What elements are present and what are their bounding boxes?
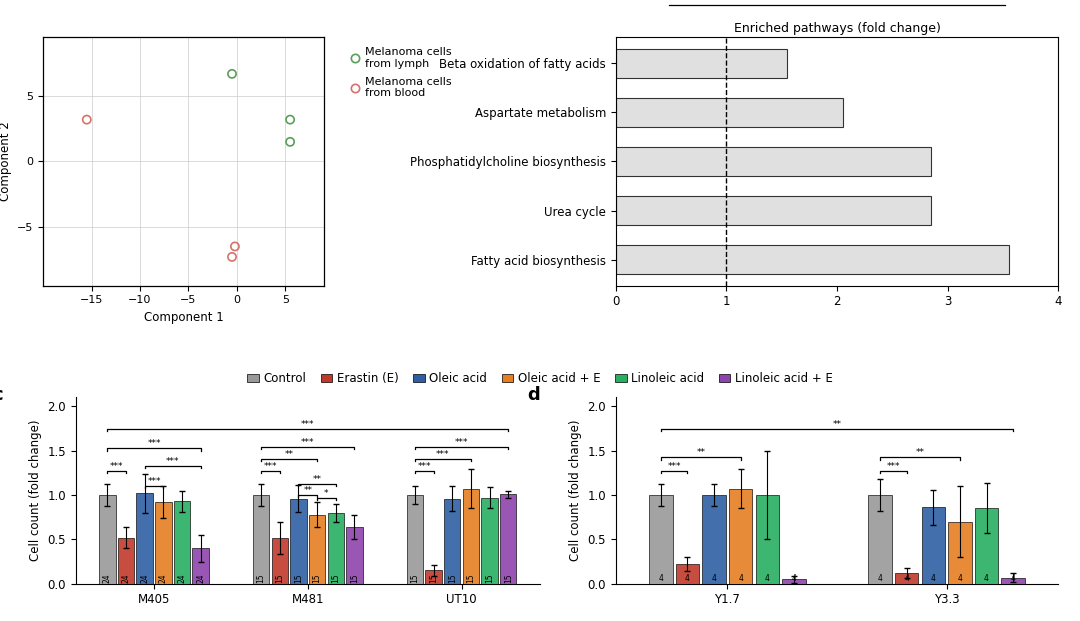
Text: 4: 4: [659, 574, 663, 583]
Bar: [99, 495, 116, 584]
Text: ***: ***: [301, 420, 314, 429]
Text: 15: 15: [448, 573, 457, 583]
Point: [282, 137, 299, 147]
Text: ***: ***: [667, 461, 680, 471]
Text: ***: ***: [455, 438, 469, 446]
X-axis label: Component 1: Component 1: [144, 311, 224, 324]
Bar: [136, 493, 153, 584]
Bar: [327, 513, 345, 584]
Text: **: **: [833, 420, 841, 429]
Bar: [616, 196, 931, 225]
Text: d: d: [527, 386, 540, 404]
Bar: [347, 527, 363, 584]
Text: ***: ***: [147, 440, 161, 448]
Text: **: **: [285, 450, 294, 459]
Text: 4: 4: [739, 574, 743, 583]
Text: 15: 15: [410, 573, 419, 583]
Bar: [616, 48, 787, 78]
Text: 24: 24: [103, 573, 112, 583]
Bar: [271, 538, 288, 584]
Text: 4: 4: [878, 574, 882, 583]
Legend: Melanoma cells
from lymph, Melanoma cells
from blood: Melanoma cells from lymph, Melanoma cell…: [346, 43, 456, 102]
Text: **: **: [916, 448, 924, 457]
Bar: [676, 564, 699, 584]
Bar: [444, 499, 460, 584]
Text: 15: 15: [275, 573, 284, 583]
Bar: [921, 507, 945, 584]
Bar: [756, 495, 779, 584]
Text: ***: ***: [418, 461, 431, 471]
Text: 15: 15: [312, 573, 322, 583]
Text: 4: 4: [685, 574, 690, 583]
Text: ***: ***: [147, 477, 161, 486]
Text: 24: 24: [159, 573, 167, 583]
Text: 15: 15: [257, 573, 266, 583]
Text: 15: 15: [294, 573, 303, 583]
Text: 4: 4: [904, 574, 909, 583]
Y-axis label: Cell count (fold change): Cell count (fold change): [29, 420, 42, 561]
Text: 24: 24: [121, 573, 131, 583]
Text: ***: ***: [110, 461, 123, 471]
Bar: [948, 522, 972, 584]
Bar: [500, 494, 516, 584]
Bar: [482, 497, 498, 584]
Text: ***: ***: [301, 438, 314, 446]
Bar: [291, 499, 307, 584]
Text: **: **: [697, 448, 705, 457]
Bar: [118, 538, 134, 584]
Text: 4: 4: [984, 574, 989, 583]
Bar: [649, 495, 673, 584]
Bar: [192, 548, 208, 584]
Bar: [868, 495, 892, 584]
Text: ***: ***: [264, 461, 278, 471]
Bar: [1001, 578, 1025, 584]
Text: *: *: [324, 489, 328, 498]
Text: ***: ***: [436, 450, 449, 459]
Bar: [729, 489, 753, 584]
Text: 4: 4: [712, 574, 716, 583]
Point: [282, 115, 299, 125]
Text: 4: 4: [958, 574, 962, 583]
Bar: [782, 579, 806, 584]
Y-axis label: Component 2: Component 2: [0, 122, 12, 201]
Text: **: **: [312, 475, 322, 484]
Bar: [616, 97, 842, 127]
Text: 4: 4: [792, 574, 796, 583]
Text: 15: 15: [503, 573, 513, 583]
Text: 4: 4: [1011, 574, 1015, 583]
Text: **: **: [303, 486, 312, 494]
Point: [227, 242, 244, 252]
Bar: [156, 502, 172, 584]
Text: c: c: [0, 386, 2, 404]
Text: 4: 4: [931, 574, 935, 583]
Text: 24: 24: [140, 573, 149, 583]
Y-axis label: Cell count (fold change): Cell count (fold change): [569, 420, 582, 561]
Bar: [616, 147, 931, 176]
Bar: [975, 509, 998, 584]
Legend: Control, Erastin (E), Oleic acid, Oleic acid + E, Linoleic acid, Linoleic acid +: Control, Erastin (E), Oleic acid, Oleic …: [242, 368, 838, 390]
Text: 4: 4: [765, 574, 770, 583]
Bar: [253, 495, 269, 584]
Point: [224, 69, 241, 79]
Point: [224, 252, 241, 262]
Bar: [174, 501, 190, 584]
Text: 15: 15: [467, 573, 475, 583]
Text: 15: 15: [332, 573, 340, 583]
Text: 24: 24: [177, 573, 187, 583]
Bar: [407, 495, 423, 584]
Text: 15: 15: [485, 573, 495, 583]
Text: ***: ***: [166, 457, 179, 466]
Text: ***: ***: [887, 461, 900, 471]
Bar: [616, 245, 1009, 274]
Title: Enriched pathways (fold change): Enriched pathways (fold change): [733, 22, 941, 35]
Text: 24: 24: [197, 573, 205, 583]
Text: 15: 15: [429, 573, 438, 583]
Bar: [309, 515, 325, 584]
Point: [78, 115, 95, 125]
Bar: [702, 495, 726, 584]
Bar: [462, 489, 480, 584]
Bar: [895, 573, 918, 584]
Bar: [426, 571, 442, 584]
Text: 15: 15: [350, 573, 359, 583]
